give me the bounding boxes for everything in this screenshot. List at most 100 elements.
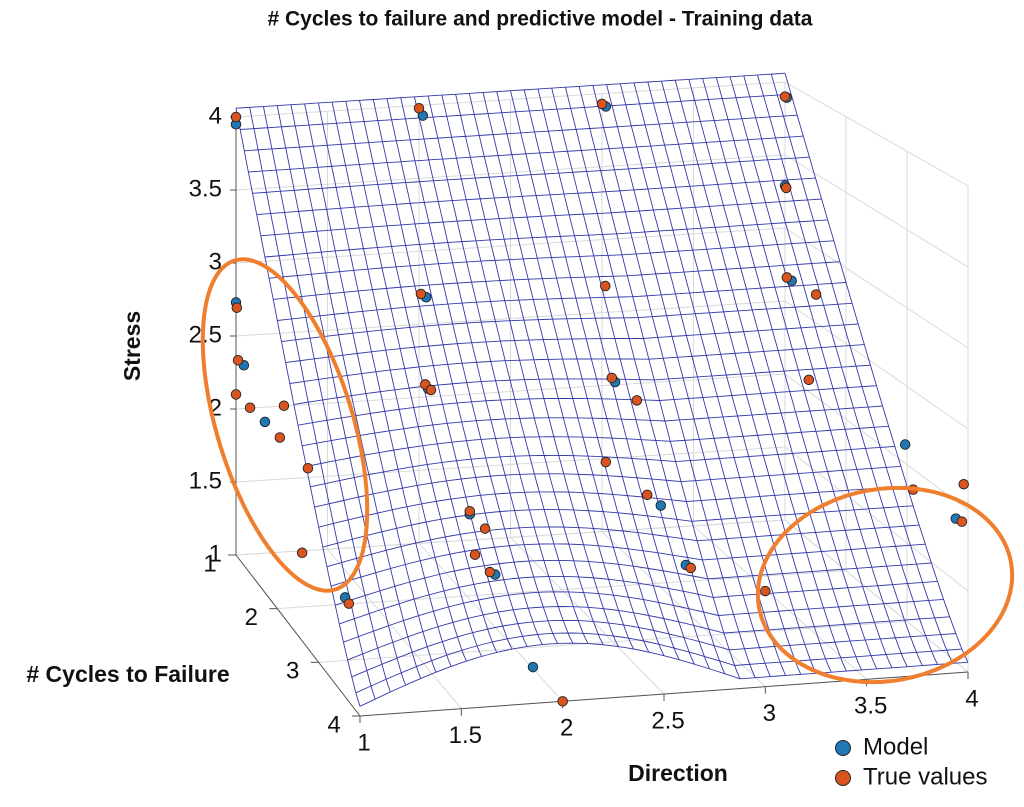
data-point bbox=[600, 456, 612, 468]
x-tick-label: 3 bbox=[763, 700, 776, 727]
data-point bbox=[606, 372, 618, 384]
mesh-line bbox=[302, 405, 883, 447]
z-tick-label: 4 bbox=[209, 102, 222, 129]
mesh-line bbox=[289, 344, 865, 384]
data-point bbox=[760, 585, 771, 597]
mesh-line bbox=[347, 606, 950, 661]
data-point bbox=[781, 272, 793, 283]
y-tick-label: 1 bbox=[203, 550, 216, 577]
mesh-line bbox=[260, 198, 822, 237]
legend-marker bbox=[835, 740, 851, 756]
grid-line bbox=[327, 548, 462, 709]
z-tick-label: 2.5 bbox=[189, 321, 222, 348]
mesh-line bbox=[322, 505, 914, 548]
mesh-line bbox=[306, 425, 889, 467]
mesh-line bbox=[293, 364, 871, 405]
chart-title: # Cycles to failure and predictive model… bbox=[268, 8, 813, 31]
z-tick-label: 1 bbox=[209, 540, 222, 567]
grid-line bbox=[784, 519, 969, 673]
data-point bbox=[899, 439, 911, 450]
grid-line bbox=[784, 81, 969, 187]
mesh-line bbox=[314, 465, 901, 508]
mesh-line bbox=[326, 524, 920, 568]
x-tick-label: 1 bbox=[357, 729, 370, 756]
y-tick-label: 3 bbox=[286, 658, 299, 685]
grid-line bbox=[235, 519, 786, 556]
mesh-line bbox=[252, 156, 810, 194]
x-tick-label: 2 bbox=[560, 715, 573, 742]
legend-label: Model bbox=[863, 733, 928, 760]
data-point bbox=[230, 389, 242, 400]
x-tick-label: 1.5 bbox=[449, 722, 482, 749]
grid-line bbox=[235, 446, 786, 483]
z-tick-label: 3 bbox=[209, 248, 222, 275]
x-tick-label: 2.5 bbox=[651, 707, 684, 734]
mesh-line bbox=[359, 642, 969, 707]
y-tick-label: 2 bbox=[245, 604, 258, 631]
data-point bbox=[244, 402, 256, 413]
mesh-line bbox=[235, 72, 786, 109]
data-point bbox=[655, 500, 667, 511]
mesh-line bbox=[244, 114, 798, 152]
grid-line bbox=[510, 537, 665, 695]
highlight-ellipse bbox=[200, 257, 370, 593]
grid-line bbox=[784, 154, 969, 268]
grid-line bbox=[601, 531, 766, 688]
mesh-line bbox=[355, 632, 962, 694]
z-tick-label: 3.5 bbox=[189, 175, 222, 202]
data-point bbox=[231, 302, 243, 313]
data-point bbox=[278, 400, 290, 411]
mesh-line bbox=[240, 93, 792, 130]
mesh-line bbox=[729, 76, 908, 667]
mesh-line bbox=[372, 99, 513, 650]
data-point bbox=[631, 395, 643, 406]
x-tick-label: 3.5 bbox=[854, 693, 887, 720]
data-point bbox=[232, 354, 244, 366]
mesh-line bbox=[281, 302, 853, 343]
mesh-line bbox=[345, 101, 483, 657]
mesh-line bbox=[702, 78, 878, 670]
mesh-line bbox=[264, 219, 828, 258]
data-point bbox=[956, 516, 968, 527]
surface-mesh bbox=[235, 72, 969, 707]
legend-label: True values bbox=[863, 763, 988, 790]
mesh-line bbox=[318, 485, 908, 528]
grid-line bbox=[318, 620, 908, 663]
mesh-line bbox=[269, 240, 834, 279]
grid-line bbox=[693, 525, 867, 680]
highlight-ellipse bbox=[755, 485, 1015, 685]
x-axis-label: Direction bbox=[628, 760, 728, 786]
grid-line bbox=[784, 373, 969, 511]
data-point bbox=[302, 463, 314, 474]
mesh-line bbox=[304, 103, 437, 673]
grid-line bbox=[418, 542, 564, 702]
mesh-line bbox=[400, 97, 543, 645]
mesh-line bbox=[715, 77, 893, 668]
y-axis-label: # Cycles to Failure bbox=[26, 661, 229, 687]
grid-line bbox=[235, 154, 786, 191]
grid-line bbox=[235, 227, 786, 264]
data-point bbox=[479, 523, 491, 534]
data-point bbox=[557, 696, 568, 707]
data-point bbox=[958, 478, 969, 490]
z-axis-label: Stress bbox=[119, 311, 145, 381]
grid-line bbox=[784, 300, 969, 430]
data-point bbox=[413, 103, 425, 114]
data-point bbox=[685, 562, 696, 574]
data-point bbox=[469, 549, 481, 560]
data-point bbox=[527, 661, 539, 673]
mesh-line bbox=[468, 93, 619, 647]
mesh-line bbox=[578, 86, 741, 679]
data-point bbox=[780, 182, 792, 194]
z-tick-label: 1.5 bbox=[189, 467, 222, 494]
mesh-line bbox=[310, 445, 895, 488]
grid-line bbox=[235, 81, 786, 118]
data-point bbox=[803, 374, 815, 386]
mesh-line bbox=[290, 104, 422, 679]
data-point bbox=[274, 432, 286, 443]
data-point bbox=[596, 98, 608, 110]
data-point bbox=[415, 288, 427, 300]
legend-marker bbox=[835, 770, 851, 786]
